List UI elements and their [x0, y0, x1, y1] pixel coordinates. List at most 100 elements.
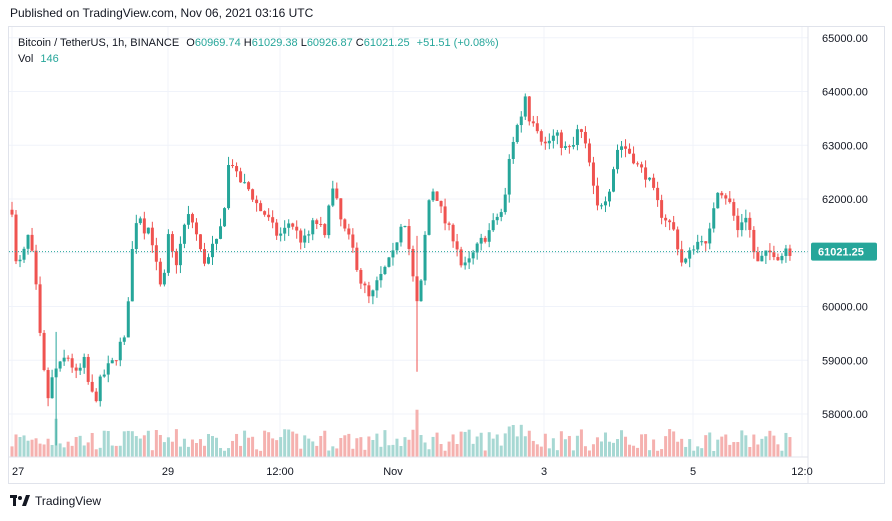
candle-body — [146, 227, 150, 234]
candle-body — [427, 200, 431, 235]
volume-bar — [343, 435, 347, 457]
candle-body — [231, 165, 235, 167]
volume-bar — [158, 434, 162, 457]
volume-bar — [483, 450, 487, 457]
time-tick-label: 5 — [690, 466, 696, 478]
volume-bar — [219, 448, 223, 457]
volume-bar — [243, 430, 247, 457]
candle-body — [768, 250, 772, 253]
candle-body — [138, 218, 142, 224]
candle-body — [283, 227, 287, 234]
candle-body — [263, 211, 267, 215]
candle-body — [419, 280, 423, 302]
volume-bar — [664, 436, 668, 457]
volume-bar — [303, 435, 307, 457]
volume-bar — [772, 435, 776, 457]
volume-bar — [471, 443, 475, 457]
legend-open-label: O — [186, 37, 195, 49]
candle-body — [219, 226, 223, 239]
volume-bar — [395, 438, 399, 457]
candle-body — [431, 191, 435, 201]
volume-bar — [547, 448, 551, 457]
volume-bar — [579, 429, 583, 457]
candle-body — [170, 234, 174, 252]
volume-bar — [339, 437, 343, 457]
candle-body — [740, 222, 744, 231]
candle-body — [680, 249, 684, 263]
candle-body — [303, 235, 307, 243]
candle-body — [756, 252, 760, 262]
candle-body — [367, 285, 371, 297]
candle-body — [483, 237, 487, 242]
volume-bar — [660, 449, 664, 457]
volume-bar — [523, 436, 527, 457]
candle-body — [178, 243, 182, 266]
volume-bar — [668, 429, 672, 457]
volume-bar — [676, 441, 680, 457]
volume-bar — [716, 439, 720, 457]
candle-body — [14, 214, 18, 262]
candle-body — [38, 284, 42, 333]
legend-low-value: 60926.87 — [306, 37, 353, 49]
candle-body — [130, 249, 134, 302]
candle-body — [575, 129, 579, 145]
volume-bar — [728, 444, 732, 457]
footer-branding[interactable]: TradingView — [10, 494, 101, 508]
volume-bar — [419, 435, 423, 457]
volume-bar — [535, 444, 539, 457]
candle-body — [728, 198, 732, 203]
time-axis[interactable]: 27 29 12:00 Nov 3 5 12:0 — [9, 456, 813, 478]
candle-body — [411, 248, 415, 277]
volume-bar — [279, 437, 283, 457]
candle-body — [736, 215, 740, 231]
volume-bar — [704, 435, 708, 457]
time-tick-label: 12:00 — [266, 466, 294, 478]
volume-bar — [587, 450, 591, 457]
last-price-tag: 61021.25 — [811, 242, 877, 261]
volume-bar — [327, 450, 331, 457]
price-tick-label: 60000.00 — [822, 302, 868, 314]
candle-body — [455, 241, 459, 250]
volume-bar — [138, 438, 142, 457]
chart-frame — [8, 26, 885, 484]
candle-body — [194, 222, 198, 235]
candle-body — [34, 250, 38, 285]
volume-bar — [231, 440, 235, 457]
volume-bar — [311, 441, 315, 457]
candle-body — [343, 219, 347, 229]
volume-bar — [599, 441, 603, 457]
candle-body — [122, 337, 126, 342]
candle-body — [243, 182, 247, 184]
volume-bar — [363, 449, 367, 457]
volume-bar — [102, 430, 106, 457]
candle-body — [291, 223, 295, 227]
candle-body — [463, 262, 467, 266]
candle-body — [158, 261, 162, 285]
volume-bar — [178, 446, 182, 457]
candle-body — [78, 367, 82, 371]
candle-body — [595, 185, 599, 206]
candle-body — [583, 131, 587, 144]
candle-body — [696, 241, 700, 250]
candle-body — [547, 140, 551, 144]
volume-bar — [134, 436, 138, 457]
volume-bar — [696, 446, 700, 457]
volume-bar — [42, 444, 46, 457]
price-tick-label: 64000.00 — [822, 87, 868, 99]
candle-body — [239, 171, 243, 183]
candle-body — [102, 374, 106, 377]
candle-body — [603, 201, 607, 206]
volume-bar — [539, 446, 543, 457]
candle-body — [475, 243, 479, 253]
candle-body — [788, 248, 792, 256]
candle-body — [271, 217, 275, 223]
volume-bar — [427, 449, 431, 457]
volume-bar — [154, 430, 158, 457]
candle-body — [527, 96, 531, 122]
candle-body — [114, 360, 118, 362]
volume-bar — [736, 442, 740, 457]
candle-body — [423, 234, 427, 281]
volume-bar — [267, 432, 271, 457]
candle-body — [383, 266, 387, 274]
